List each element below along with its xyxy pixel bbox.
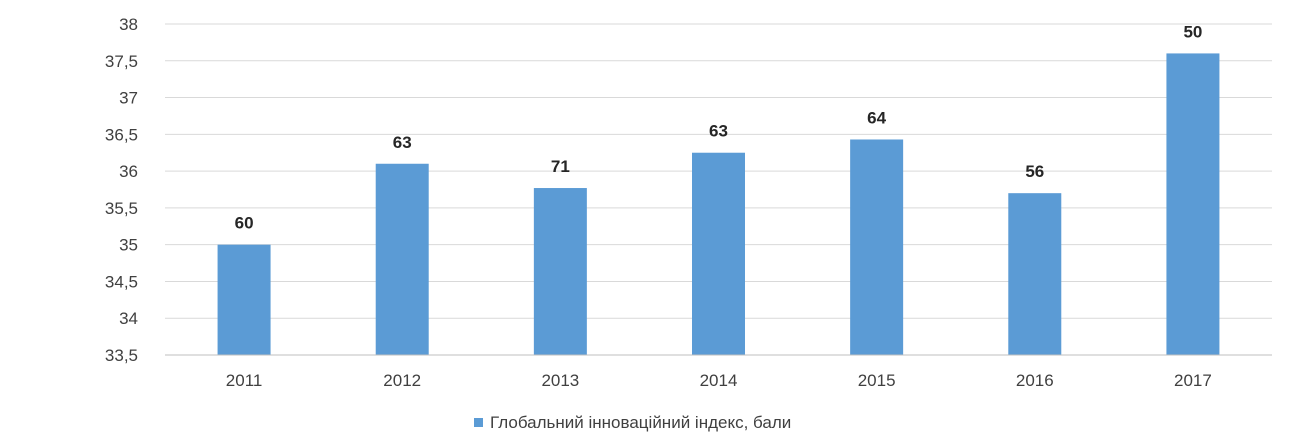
x-tick-label: 2017 — [1174, 371, 1212, 390]
bar-2016 — [1008, 193, 1062, 355]
legend-label: Глобальний інноваційний індекс, бали — [490, 413, 791, 432]
y-tick-label: 36,5 — [105, 125, 138, 144]
x-tick-label: 2012 — [383, 371, 421, 390]
y-tick-label: 37 — [119, 89, 138, 108]
bar-2012 — [375, 163, 429, 355]
bar-2015 — [850, 139, 904, 355]
bar-2013 — [533, 188, 587, 355]
data-label: 60 — [235, 214, 254, 233]
y-tick-label: 36 — [119, 162, 138, 181]
y-tick-label: 33,5 — [105, 346, 138, 365]
data-label: 63 — [393, 133, 412, 152]
y-tick-label: 34 — [119, 309, 138, 328]
legend: Глобальний інноваційний індекс, бали — [474, 413, 791, 432]
legend-swatch — [474, 418, 483, 427]
x-tick-label: 2014 — [700, 371, 738, 390]
data-label: 50 — [1183, 22, 1202, 41]
x-tick-label: 2011 — [226, 371, 263, 390]
axes: 33,5 34 34,5 35 35,5 36 36,5 37 37,5 38 2011 2012 20… — [105, 15, 1272, 390]
y-tick-label: 37,5 — [105, 52, 138, 71]
x-tick-label: 2016 — [1016, 371, 1054, 390]
data-labels: 60 63 71 63 64 56 50 — [235, 22, 1203, 232]
y-tick-label: 35,5 — [105, 199, 138, 218]
x-tick-label: 2015 — [858, 371, 896, 390]
x-tick-label: 2013 — [541, 371, 579, 390]
data-label: 71 — [551, 157, 570, 176]
bars — [217, 53, 1220, 356]
bar-2014 — [692, 152, 745, 355]
y-tick-label: 34,5 — [105, 272, 138, 291]
data-label: 64 — [867, 108, 886, 127]
y-tick-label: 38 — [119, 15, 138, 34]
y-tick-label: 35 — [119, 236, 138, 255]
data-label: 56 — [1025, 162, 1044, 181]
bar-2017 — [1166, 53, 1220, 356]
bar-2011 — [217, 244, 271, 355]
data-label: 63 — [709, 122, 728, 141]
